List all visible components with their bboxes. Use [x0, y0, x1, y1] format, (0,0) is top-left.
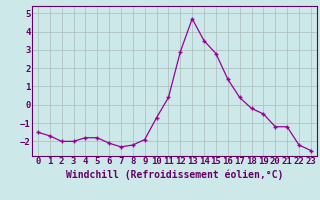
- X-axis label: Windchill (Refroidissement éolien,°C): Windchill (Refroidissement éolien,°C): [66, 169, 283, 180]
